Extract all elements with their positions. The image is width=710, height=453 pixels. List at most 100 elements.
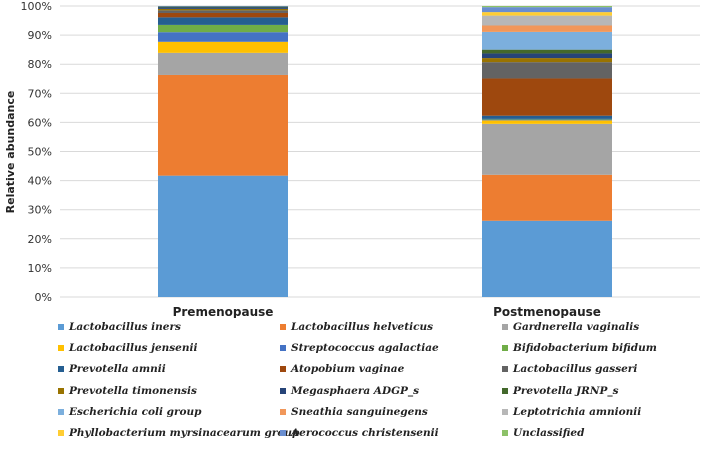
legend-swatch [280, 366, 286, 373]
legend-swatch [502, 430, 508, 436]
legend-label: Prevotella amnii [69, 363, 166, 376]
legend-label: Leptotrichia amnionii [513, 405, 642, 418]
legend-swatch [58, 324, 64, 330]
legend-label: Prevotella timonensis [69, 384, 197, 397]
bar-segment [482, 49, 612, 54]
bar-segment [158, 10, 288, 13]
y-tick-label: 100% [21, 0, 52, 13]
legend-swatch [280, 387, 286, 394]
legend-item: Leptotrichia amnionii [502, 403, 641, 421]
y-tick-label: 90% [28, 29, 52, 42]
legend-label: Phyllobacterium myrsinacearum group [69, 427, 300, 439]
bar-segment [158, 6, 288, 8]
legend-swatch [280, 408, 286, 415]
bar-segment [482, 7, 612, 13]
legend-label: Escherichia coli group [69, 405, 202, 418]
legend-swatch [58, 345, 64, 352]
legend-label: Sneathia sanguinegens [291, 405, 428, 418]
legend-item: Megasphaera ADGP_s [280, 382, 419, 400]
bar-segment [158, 8, 288, 11]
y-tick-label: 40% [28, 175, 52, 188]
legend-item: Lactobacillus gasseri [502, 360, 637, 378]
legend-swatch [502, 324, 508, 330]
bar-segment [482, 123, 612, 175]
legend-item: Lactobacillus helveticus [280, 318, 433, 336]
bar-segment [482, 15, 612, 26]
bar-segment [482, 6, 612, 8]
legend-label: Lactobacillus iners [69, 321, 181, 333]
bar-segment [158, 17, 288, 25]
legend-item: Escherichia coli group [58, 403, 202, 421]
bar-segment [482, 31, 612, 50]
bar-segment [482, 12, 612, 16]
legend-label: Atopobium vaginae [291, 363, 405, 376]
bar-segment [158, 175, 288, 297]
bar-segment [158, 41, 288, 53]
legend-swatch [502, 345, 508, 352]
legend-item: Aerococcus christensenii [280, 424, 439, 442]
legend-item: Prevotella timonensis [58, 382, 197, 400]
bar-segment [482, 58, 612, 63]
legend-item: Lactobacillus jensenii [58, 339, 197, 357]
bar-segment [482, 118, 612, 120]
bar-segment [158, 12, 288, 18]
legend-label: Unclassified [513, 427, 585, 439]
legend-swatch [502, 408, 508, 415]
legend-swatch [280, 324, 286, 330]
legend-swatch [58, 430, 64, 436]
bar-segment [482, 53, 612, 59]
legend-swatch [58, 366, 64, 373]
legend-item: Lactobacillus iners [58, 318, 181, 336]
stacked-bar-chart: 0% 10% 20% 30% 40% 50% 60% 70% 80% 90% 100% Premen… [4, 0, 700, 318]
legend-swatch [502, 366, 508, 373]
y-axis-tick-labels: 0% 10% 20% 30% 40% 50% 60% 70% 80% 90% 100% [21, 0, 52, 304]
legend-label: Prevotella JRNP_s [513, 384, 619, 397]
bar-segment [158, 52, 288, 75]
legend-label: Megasphaera ADGP_s [291, 384, 420, 397]
x-category-label: Postmenopause [493, 305, 601, 318]
legend-swatch [502, 387, 508, 394]
bar-segment [482, 220, 612, 297]
y-tick-label: 0% [35, 291, 52, 304]
legend-swatch [280, 345, 286, 352]
bar-segment [482, 120, 612, 124]
y-tick-label: 20% [28, 233, 52, 246]
legend-label: Lactobacillus gasseri [513, 363, 638, 376]
bar-segment [158, 74, 288, 176]
legend-label: Lactobacillus jensenii [69, 342, 198, 355]
bar-segment [158, 7, 288, 9]
y-axis-title: Relative abundance [4, 91, 17, 214]
y-tick-label: 30% [28, 204, 52, 217]
bar-segment [482, 119, 612, 121]
bar-segment [482, 115, 612, 119]
legend-label: Aerococcus christensenii [291, 427, 439, 439]
legend-label: Gardnerella vaginalis [513, 321, 640, 333]
y-tick-label: 80% [28, 58, 52, 71]
bar-segment [482, 174, 612, 221]
legend-swatch [280, 430, 286, 436]
y-tick-label: 70% [28, 87, 52, 100]
legend-item: Streptococcus agalactiae [280, 339, 439, 357]
legend-swatch [58, 387, 64, 394]
x-axis-category-labels: Premenopause Postmenopause [173, 305, 601, 318]
legend-item: Bifidobacterium bifidum [502, 339, 657, 357]
x-category-label: Premenopause [173, 305, 274, 318]
bar-segment [158, 6, 288, 7]
legend-item: Prevotella JRNP_s [502, 382, 619, 400]
legend-label: Lactobacillus helveticus [291, 321, 434, 333]
legend-label: Bifidobacterium bifidum [513, 342, 657, 355]
legend-item: Phyllobacterium myrsinacearum group [58, 424, 299, 442]
bar-segment [482, 62, 612, 79]
bar-segment [482, 25, 612, 32]
y-tick-label: 10% [28, 262, 52, 275]
legend-item: Prevotella amnii [58, 360, 166, 378]
legend-item: Gardnerella vaginalis [502, 318, 639, 336]
bar-segments [158, 6, 612, 297]
legend-item: Unclassified [502, 424, 584, 442]
legend-item: Sneathia sanguinegens [280, 403, 428, 421]
bar-segment [482, 78, 612, 116]
bar-segment [158, 24, 288, 33]
legend-label: Streptococcus agalactiae [291, 342, 439, 355]
legend-swatch [58, 408, 64, 415]
bar-segment [158, 32, 288, 42]
